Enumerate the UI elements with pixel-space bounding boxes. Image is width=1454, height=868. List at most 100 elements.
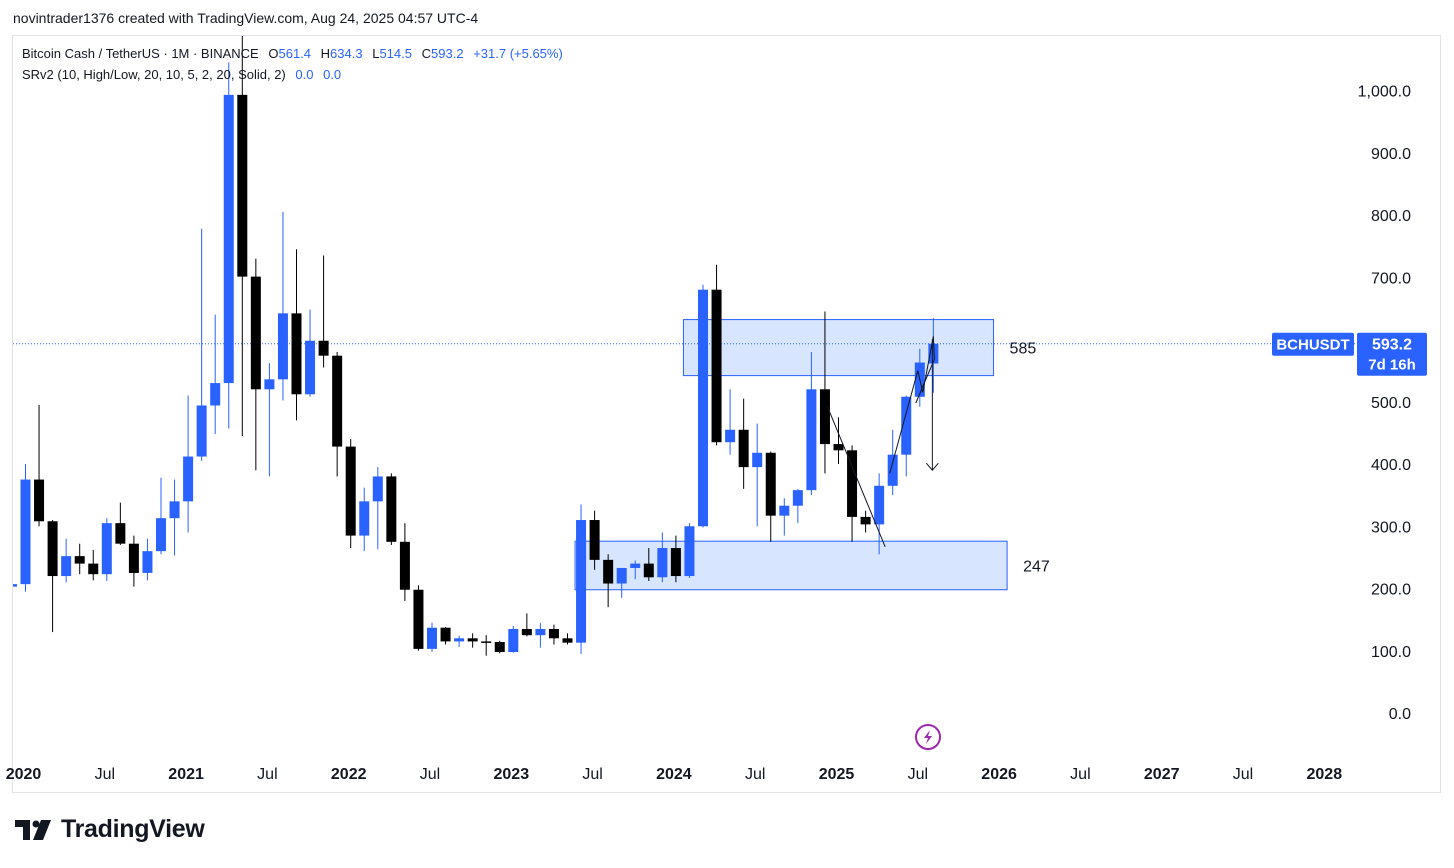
candle-2020-04[interactable] <box>61 538 72 583</box>
tradingview-logo[interactable]: TradingView <box>15 815 205 844</box>
candle-2020-02[interactable] <box>34 404 45 527</box>
candle-2022-12[interactable] <box>494 640 505 654</box>
candle-2024-09[interactable] <box>779 498 790 536</box>
candle-body <box>603 559 614 584</box>
zigzag-drawing[interactable] <box>889 336 935 474</box>
candle-2025-02[interactable] <box>847 445 858 542</box>
candle-2020-11[interactable] <box>156 477 166 555</box>
candle-2020-06[interactable] <box>88 549 99 581</box>
candle-2022-08[interactable] <box>440 627 451 645</box>
arrow-down-drawing[interactable] <box>925 339 939 471</box>
candle-2020-10[interactable] <box>142 538 153 581</box>
candle-2020-03[interactable] <box>47 520 58 633</box>
candle-2023-06[interactable] <box>576 504 587 654</box>
candle-2021-07[interactable] <box>264 363 275 477</box>
y-tick-label: 500.0 <box>1371 395 1411 412</box>
candle-2023-04[interactable] <box>548 624 559 645</box>
candle-2021-06[interactable] <box>250 258 261 471</box>
candle-body <box>169 501 180 519</box>
symbol-title[interactable]: Bitcoin Cash / TetherUS · 1M · BINANCE <box>22 46 259 61</box>
trend-line-drawing[interactable] <box>826 405 886 547</box>
x-tick-label: Jul <box>1233 766 1253 783</box>
candle-2021-02[interactable] <box>196 228 207 461</box>
candle-body <box>399 541 410 590</box>
candle-2021-05[interactable] <box>237 0 248 436</box>
candle-2020-08[interactable] <box>115 502 126 545</box>
sr-zone-585[interactable] <box>682 319 995 377</box>
candle-2022-10[interactable] <box>467 633 478 648</box>
candle-2019-12[interactable] <box>7 576 17 595</box>
indicator-value-1: 0.0 <box>295 67 314 82</box>
candle-2025-04[interactable] <box>874 473 885 555</box>
candle-body <box>264 379 275 390</box>
candle-2021-09[interactable] <box>291 249 302 421</box>
candle-body <box>345 446 356 536</box>
candle-body <box>250 276 261 390</box>
candle-2022-01[interactable] <box>345 439 356 549</box>
candle-2023-11[interactable] <box>643 548 654 582</box>
candle-2024-12[interactable] <box>819 311 830 474</box>
candle-2020-07[interactable] <box>101 518 112 582</box>
candle-2024-03[interactable] <box>698 284 708 528</box>
candle-2020-12[interactable] <box>169 479 180 556</box>
candle-2023-03[interactable] <box>535 622 546 648</box>
candle-2023-08[interactable] <box>603 554 614 608</box>
candle-2022-04[interactable] <box>386 473 397 545</box>
candle-2021-04[interactable] <box>223 62 234 429</box>
candle-2023-01[interactable] <box>508 625 519 653</box>
y-tick-label: 800.0 <box>1371 208 1411 225</box>
candle-2021-08[interactable] <box>277 211 288 401</box>
candle-2024-07[interactable] <box>752 423 763 527</box>
candle-body <box>711 289 722 443</box>
candle-body <box>698 289 708 527</box>
open-label: O <box>268 46 279 61</box>
candle-2023-02[interactable] <box>521 613 532 637</box>
candle-body <box>670 548 681 577</box>
candle-2025-03[interactable] <box>860 510 871 533</box>
candle-2022-06[interactable] <box>413 585 424 651</box>
candle-2025-08[interactable] <box>928 318 939 393</box>
candle-2024-01[interactable] <box>670 535 681 583</box>
candle-2020-05[interactable] <box>74 543 85 575</box>
candle-2021-10[interactable] <box>305 309 316 397</box>
candle-2022-11[interactable] <box>481 635 492 656</box>
candle-body <box>481 641 492 643</box>
candle-2023-07[interactable] <box>589 510 600 570</box>
candle-2023-10[interactable] <box>630 560 641 580</box>
candle-2025-06[interactable] <box>901 395 912 477</box>
x-tick-label: Jul <box>420 766 440 783</box>
candle-body <box>332 355 343 447</box>
candle-2023-09[interactable] <box>616 567 627 598</box>
indicator-title[interactable]: SRv2 (10, High/Low, 20, 10, 5, 2, 20, So… <box>22 67 286 82</box>
x-tick-label: 2025 <box>819 766 855 783</box>
candle-2020-01[interactable] <box>20 464 31 592</box>
candle-2024-06[interactable] <box>738 398 749 489</box>
candle-2023-05[interactable] <box>562 633 573 645</box>
candle-2021-01[interactable] <box>183 395 194 533</box>
candle-2022-07[interactable] <box>427 622 437 652</box>
candle-2022-02[interactable] <box>359 487 370 552</box>
candle-2021-11[interactable] <box>318 255 329 368</box>
candle-2021-03[interactable] <box>210 314 221 435</box>
candle-2022-05[interactable] <box>399 523 410 601</box>
candle-2022-03[interactable] <box>372 467 383 550</box>
y-tick-label: 200.0 <box>1371 582 1411 599</box>
candle-2024-02[interactable] <box>684 523 695 578</box>
candle-body <box>833 444 844 451</box>
candle-2025-01[interactable] <box>833 417 844 464</box>
candle-2024-11[interactable] <box>806 351 817 496</box>
x-tick-label: Jul <box>908 766 928 783</box>
candle-2024-10[interactable] <box>792 488 803 524</box>
candle-2022-09[interactable] <box>454 635 465 648</box>
candle-2020-09[interactable] <box>128 535 139 587</box>
candle-body <box>237 94 248 277</box>
candle-2024-04[interactable] <box>711 264 722 446</box>
candle-body <box>413 589 424 649</box>
candle-2024-08[interactable] <box>765 451 776 542</box>
zone-label-247: 247 <box>1023 558 1050 575</box>
candle-2024-05[interactable] <box>725 389 736 455</box>
candle-2021-12[interactable] <box>332 351 343 477</box>
lightning-icon[interactable] <box>915 724 941 750</box>
candle-2023-12[interactable] <box>657 532 668 583</box>
